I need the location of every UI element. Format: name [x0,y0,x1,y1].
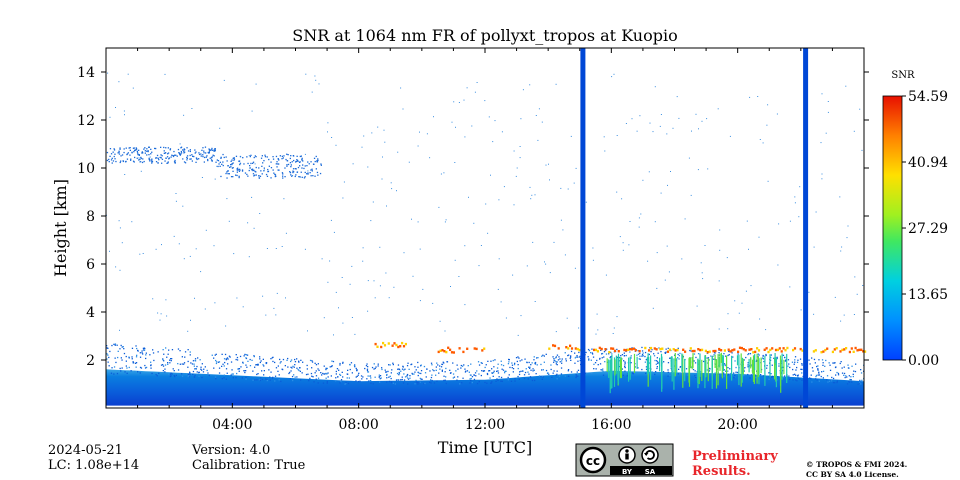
x-tick-label: 12:00 [465,417,505,433]
y-axis-label: Height [km] [51,179,70,277]
license-line-2: CC BY SA 4.0 License. [806,470,899,479]
by-person-icon [618,446,636,464]
footer-calibration: Calibration: True [192,458,306,473]
x-tick-label: 08:00 [338,417,378,433]
y-tick-label: 4 [86,305,95,321]
license-line-1: © TROPOS & FMI 2024. [806,460,908,469]
high-snr-streaks [606,352,788,394]
preliminary-line-1: Preliminary [692,449,778,464]
colorbar-tick-label: 40.94 [908,155,948,171]
data-gap-1 [580,48,586,408]
colorbar-tick-label: 54.59 [908,89,948,105]
svg-text:cc: cc [586,454,600,468]
x-tick-label: 04:00 [212,417,252,433]
colorbar [882,95,903,361]
chart-title: SNR at 1064 nm FR of pollyxt_tropos at K… [292,26,677,45]
x-tick-label: 20:00 [717,417,757,433]
license-note: © TROPOS & FMI 2024. CC BY SA 4.0 Licens… [806,460,907,480]
y-tick-label: 14 [77,65,95,81]
data-layer [106,48,867,408]
y-tick-label: 2 [86,353,95,369]
footer-version: Version: 4.0 [192,443,271,458]
colorbar-tick-label: 13.65 [908,287,948,303]
colorbar-tick-label: 27.29 [908,221,948,237]
x-axis-label: Time [UTC] [438,438,532,457]
badge-by-text: BY [622,468,633,476]
preliminary-line-2: Results. [692,464,751,479]
y-tick-label: 12 [77,113,95,129]
x-tick-label: 16:00 [591,417,631,433]
data-gap-2 [803,48,809,408]
cc-by-sa-badge: cc BY SA [575,443,674,477]
y-tick-label: 8 [86,209,95,225]
badge-sa-text: SA [645,468,656,476]
sa-cycle-icon [641,446,659,464]
x-axis: 04:00 08:00 12:00 16:00 20:00 [105,48,865,433]
preliminary-results-note: Preliminary Results. [692,449,778,479]
colorbar-label: SNR [891,70,915,81]
colorbar-tick-label: 0.00 [908,353,939,369]
y-axis: 2 4 6 8 10 12 14 [77,65,869,369]
y-tick-label: 6 [86,257,95,273]
footer-date: 2024-05-21 [48,443,123,458]
footer-lc: LC: 1.08e+14 [48,458,140,473]
y-tick-label: 10 [77,161,95,177]
colorbar-ticks: 0.00 13.65 27.29 40.94 54.59 [902,89,948,369]
cirrus-layer [106,146,322,179]
cloud-layers [374,341,867,354]
